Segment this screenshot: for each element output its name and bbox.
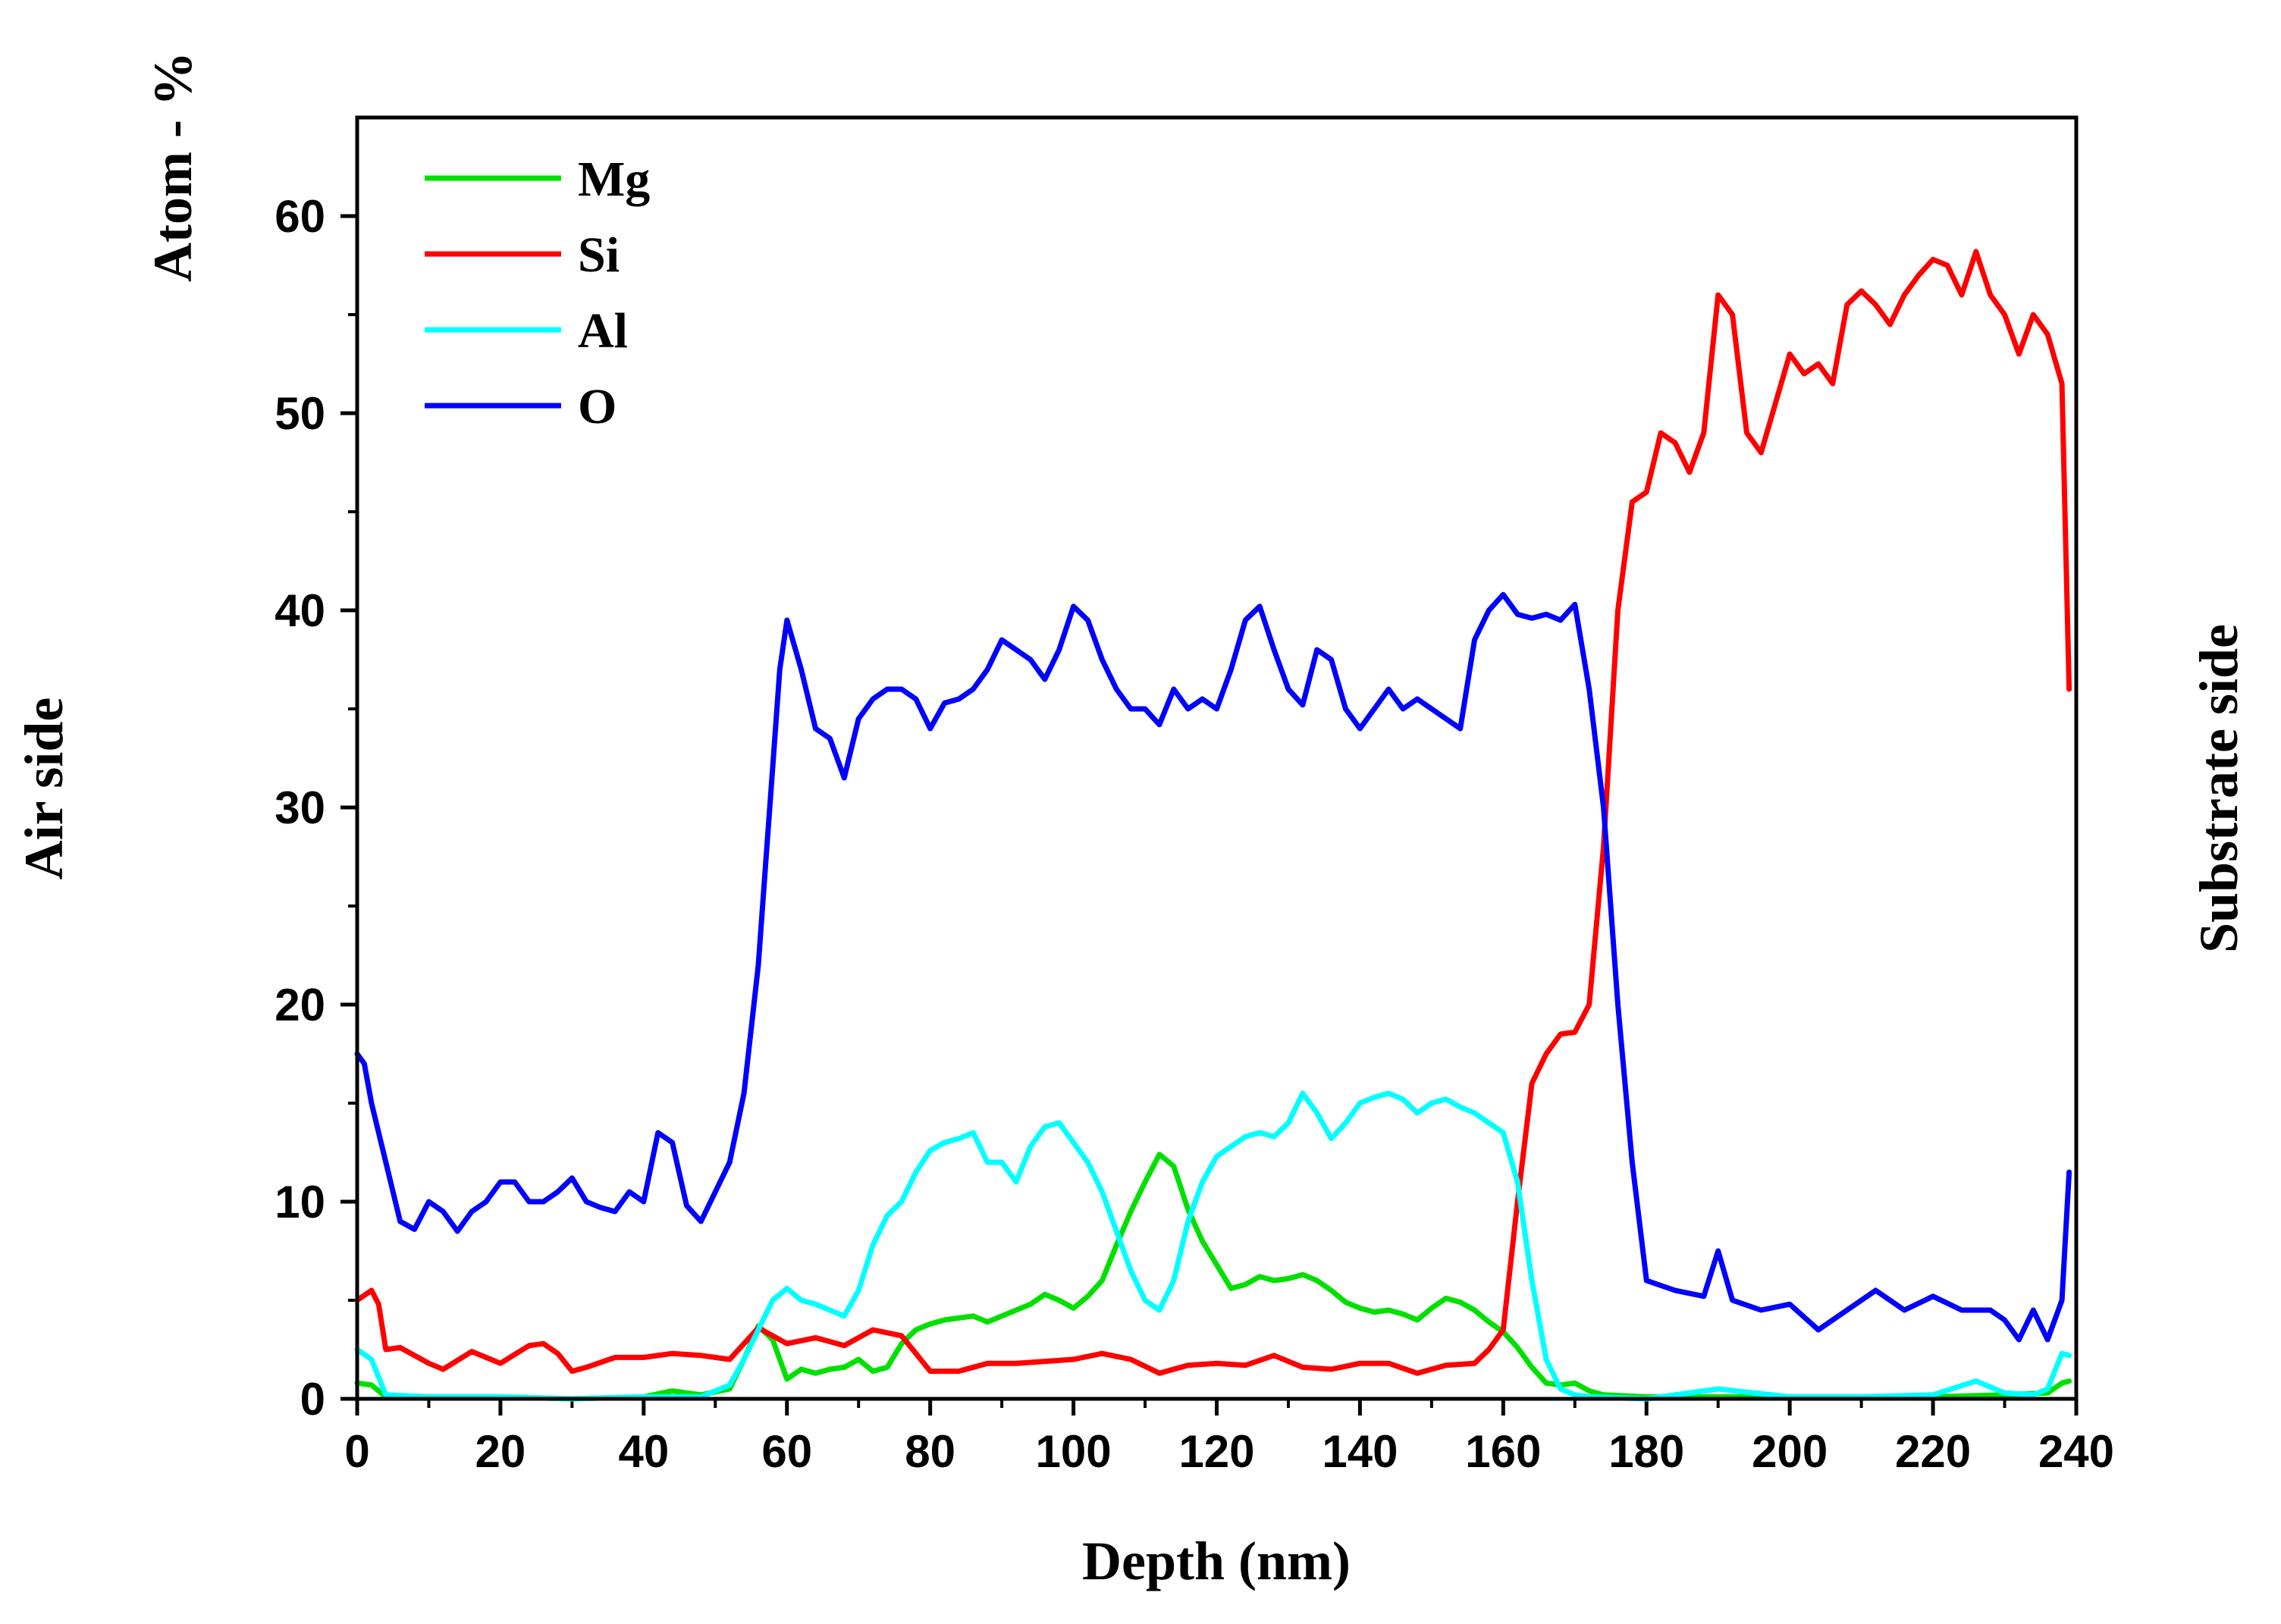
series-line-mg: [354, 1152, 2072, 1402]
series-line-al: [354, 1090, 2072, 1402]
x-tick-label: 120: [1178, 1426, 1254, 1477]
y-axis-title: Atom - %: [143, 52, 203, 282]
x-tick-labels: 0 20 40 60 80 100 120 140 160 180 200 220 240: [344, 1426, 2114, 1477]
x-tick-label: 220: [1895, 1426, 1971, 1477]
legend-label-si: Si: [578, 227, 620, 283]
y-tick-label: 30: [275, 782, 325, 833]
y-tick-labels: 0 10 20 30 40 50 60: [275, 191, 325, 1425]
x-tick-label: 160: [1465, 1426, 1541, 1477]
air-side-label: Air side: [14, 698, 74, 880]
y-tick-label: 40: [275, 585, 325, 636]
legend-label-mg: Mg: [578, 152, 650, 207]
x-tick-label: 200: [1752, 1426, 1828, 1477]
x-tick-label: 40: [618, 1426, 669, 1477]
plot-frame: [355, 115, 2079, 1401]
substrate-side-label: Substrate side: [2188, 624, 2249, 953]
x-tick-label: 180: [1608, 1426, 1684, 1477]
x-tick-label: 140: [1322, 1426, 1398, 1477]
legend-label-o: O: [578, 379, 617, 434]
x-tick-label: 100: [1036, 1426, 1112, 1477]
x-tick-label: 60: [761, 1426, 812, 1477]
legend: Mg Si Al O: [425, 152, 650, 434]
x-tick-label: 80: [905, 1426, 955, 1477]
legend-label-al: Al: [578, 303, 628, 359]
series-line-si: [354, 249, 2072, 1376]
series-line-o: [354, 591, 2072, 1343]
x-tick-label: 0: [344, 1426, 369, 1477]
y-tick-label: 20: [275, 980, 325, 1030]
y-tick-label: 10: [275, 1177, 325, 1227]
y-tick-label: 60: [275, 191, 325, 242]
x-axis-title: Depth (nm): [1082, 1531, 1351, 1591]
y-tick-label: 0: [300, 1374, 325, 1425]
series-lines: [354, 249, 2072, 1402]
x-tick-label: 240: [2038, 1426, 2114, 1477]
y-tick-label: 50: [275, 388, 325, 439]
x-tick-label: 20: [475, 1426, 526, 1477]
